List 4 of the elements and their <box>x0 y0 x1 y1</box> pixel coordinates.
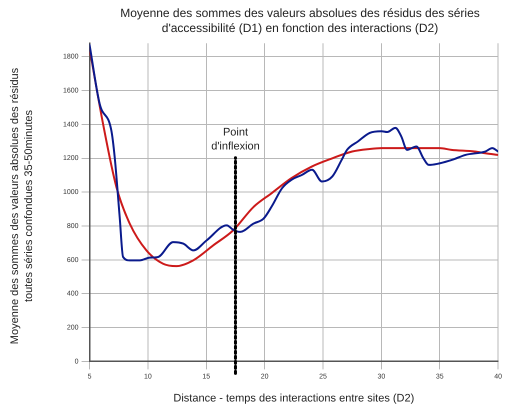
y-axis-title: Moyenne des sommes des valeurs absolues des résidus toutes séries confondues 35-50minutes <box>8 66 36 346</box>
x-axis-title: Distance - temps des interactions entre sites (D2) <box>173 392 414 404</box>
ref-line-label: Point d'inflexion <box>211 126 260 152</box>
chart-title: Moyenne des sommes des valeurs absolues des résidus des séries d'accessibilité (D1) en fonction des interactions (D2) <box>119 6 481 36</box>
